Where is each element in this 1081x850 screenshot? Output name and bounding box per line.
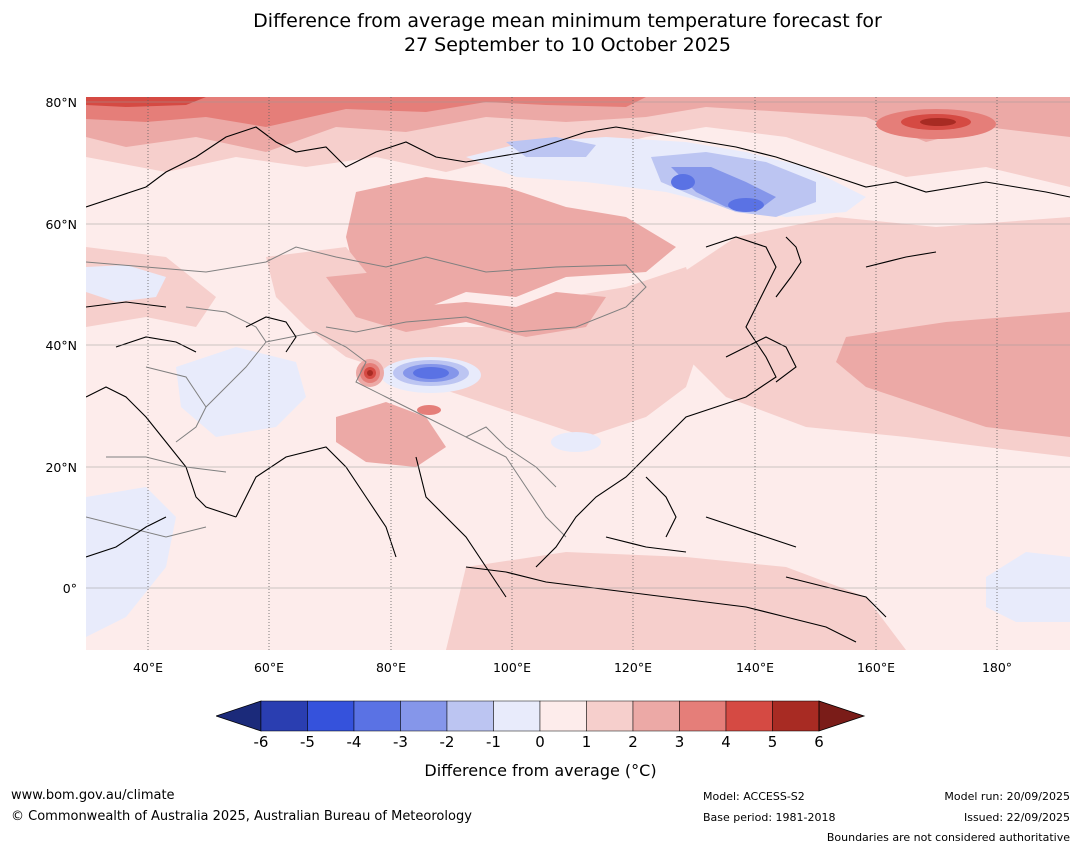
colorbar-tick-label: -4 — [346, 733, 362, 751]
title-line-2: 27 September to 10 October 2025 — [403, 34, 732, 56]
colorbar-cell — [400, 700, 448, 732]
colorbar-tick-label: 2 — [628, 733, 638, 751]
footer-base-period: Base period: 1981-2018 — [703, 811, 836, 824]
colorbar-cell — [586, 700, 634, 732]
lon-label-180: 180° — [981, 660, 1013, 675]
footer-disclaimer: Boundaries are not considered authoritat… — [826, 831, 1070, 844]
chart-title: Difference from average mean minimum tem… — [0, 9, 1081, 57]
cool-region-africa — [86, 487, 176, 637]
hot-spot-karakoram-4 — [367, 370, 373, 376]
colorbar-tick-label: 5 — [767, 733, 778, 751]
colorbar-cell — [493, 700, 541, 732]
colorbar — [216, 700, 866, 732]
lon-label-100e: 100°E — [492, 660, 531, 675]
footer-issued: Issued: 22/09/2025 — [963, 811, 1070, 824]
warm-spot-tibet-1 — [417, 405, 441, 415]
lon-label-60e: 60°E — [253, 660, 285, 675]
lon-label-120e: 120°E — [613, 660, 652, 675]
colorbar-label-text: Difference from average ( — [424, 761, 632, 780]
warm-region-mongolia — [326, 272, 606, 337]
colorbar-tick-label: -3 — [393, 733, 408, 751]
lat-label-40n: 40°N — [45, 338, 77, 353]
cool-spot-yakutia — [728, 198, 764, 212]
colorbar-cell — [772, 700, 820, 732]
colorbar-tick-label: 4 — [721, 733, 731, 751]
lat-label-60n: 60°N — [45, 217, 77, 232]
colorbar-cell — [679, 700, 727, 732]
colorbar-cell — [539, 700, 587, 732]
cool-region-tibet-4 — [413, 367, 449, 379]
colorbar-cell — [725, 700, 773, 732]
cool-region-europe — [86, 265, 166, 302]
warm-region-arctic-red — [86, 97, 646, 127]
lon-label-140e: 140°E — [735, 660, 774, 675]
colorbar-tick-label: -2 — [439, 733, 455, 751]
title-line-1: Difference from average mean minimum tem… — [253, 10, 882, 32]
colorbar-tick-label: 3 — [674, 733, 685, 751]
colorbar-cell — [446, 700, 494, 732]
lat-label-80n: 80°N — [45, 95, 77, 110]
lat-label-0: 0° — [62, 581, 77, 596]
colorbar-extend-low — [216, 700, 262, 732]
colorbar-tick-label: 6 — [814, 733, 824, 751]
lon-label-80e: 80°E — [375, 660, 407, 675]
warm-spot-chukotka-peak — [920, 118, 956, 126]
colorbar-tick-label: 1 — [581, 733, 592, 751]
footer-copyright: © Commonwealth of Australia 2025, Austra… — [11, 809, 472, 824]
cool-spot-china — [551, 432, 601, 452]
lon-label-160e: 160°E — [856, 660, 895, 675]
colorbar-tick-label: -6 — [253, 733, 269, 751]
footer-model: Model: ACCESS-S2 — [703, 790, 805, 803]
meridians — [147, 97, 998, 650]
colorbar-tick-label: -5 — [300, 733, 315, 751]
lat-label-20n: 20°N — [45, 460, 77, 475]
coastlines — [86, 126, 1070, 643]
cool-region-iran — [176, 347, 306, 437]
country-borders — [86, 246, 647, 538]
footer-model-run: Model run: 20/09/2025 — [944, 790, 1070, 803]
gridlines — [86, 101, 1070, 589]
cool-region-east-pacific — [986, 552, 1070, 622]
colorbar-unit: °C — [631, 761, 651, 780]
colorbar-label: Difference from average (°C) — [0, 761, 1081, 780]
footer-url[interactable]: www.bom.gov.au/climate — [11, 788, 175, 803]
temperature-anomaly-map — [86, 97, 1070, 650]
colorbar-tick-label: 0 — [535, 733, 545, 751]
colorbar-cell — [632, 700, 680, 732]
colorbar-label-close: ) — [650, 761, 657, 780]
colorbar-cell — [260, 700, 308, 732]
warm-region-equator — [446, 552, 906, 650]
cool-spot-yakutia-2 — [671, 174, 695, 190]
colorbar-cell — [353, 700, 401, 732]
cool-region-arctic-siberia — [506, 137, 596, 157]
warm-region-india — [336, 402, 446, 467]
lon-label-40e: 40°E — [132, 660, 164, 675]
warm-region-siberia — [346, 177, 676, 312]
colorbar-tick-label: -1 — [486, 733, 501, 751]
warm-region-pacific-strong — [836, 312, 1070, 437]
colorbar-extend-high — [818, 700, 866, 732]
colorbar-cell — [307, 700, 355, 732]
